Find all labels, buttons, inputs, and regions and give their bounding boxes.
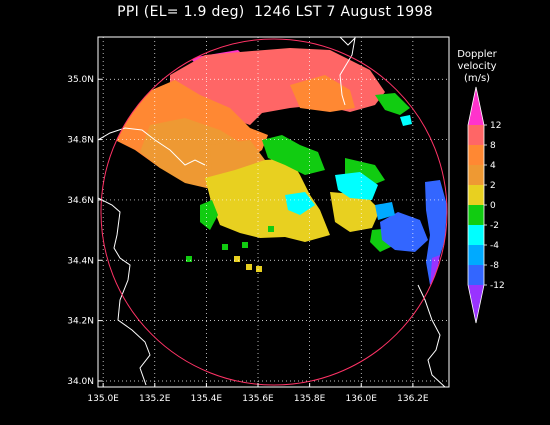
velocity-legend: Doppler velocity (m/s) 12 8 4 2 0 -2 -4 -8 -12 [457, 49, 505, 324]
legend-labels: 12 8 4 2 0 -2 -4 -8 -12 [484, 121, 505, 291]
legend-label: 8 [490, 141, 496, 151]
velocity-echo-field [105, 48, 447, 290]
coastline [98, 37, 446, 387]
echo-green-band-2 [200, 200, 218, 230]
echo-blue-edge [425, 180, 447, 285]
legend-bin [468, 245, 484, 265]
legend-colorbar [467, 86, 485, 324]
lat-tick-label: 34.0N [67, 377, 94, 387]
echo-orange-northeast [290, 75, 355, 112]
lat-tick-label: 34.2N [67, 317, 94, 327]
figure-title: PPI (EL= 1.9 deg) 1246 LST 7 August 1998 [117, 4, 433, 20]
lat-tick-label: 34.6N [67, 196, 94, 206]
legend-bin [468, 285, 484, 323]
lon-tick-label: 135.8E [294, 394, 326, 404]
legend-bin [468, 165, 484, 185]
legend-label: 0 [490, 201, 496, 211]
echo-speck [256, 266, 262, 272]
lat-tick-label: 34.8N [67, 136, 94, 146]
legend-label: 2 [490, 181, 496, 191]
echo-speck [268, 226, 274, 232]
legend-label: -12 [490, 281, 505, 291]
coastline-north [98, 127, 206, 166]
echo-cyan-small [400, 115, 412, 126]
echo-speck [222, 244, 228, 250]
legend-bin [468, 185, 484, 205]
echo-speck [242, 242, 248, 248]
lon-tick-label: 135.4E [191, 394, 223, 404]
echo-blue-east [380, 212, 428, 252]
radar-range-ring [100, 38, 448, 386]
lon-tick-label: 135.0E [87, 394, 119, 404]
lat-lon-grid [98, 37, 449, 387]
echo-cyan-east [335, 172, 378, 200]
echo-yellow-center [205, 158, 330, 242]
legend-bin [468, 87, 484, 125]
coastline-east [417, 284, 446, 387]
legend-label: -4 [490, 241, 499, 251]
legend-label: 4 [490, 161, 496, 171]
lon-tick-label: 136.2E [397, 394, 429, 404]
echo-speck [186, 256, 192, 262]
legend-bin [468, 225, 484, 245]
legend-title: Doppler velocity (m/s) [457, 49, 497, 84]
lat-tick-label: 35.0N [67, 75, 94, 85]
lat-tick-label: 34.4N [67, 256, 94, 266]
lon-tick-label: 135.6E [242, 394, 274, 404]
legend-label: -2 [490, 221, 499, 231]
echo-speck [246, 264, 252, 270]
legend-bin [468, 125, 484, 145]
legend-bin [468, 145, 484, 165]
lon-tick-label: 136.0E [346, 394, 378, 404]
legend-label: 12 [490, 121, 501, 131]
legend-bin [468, 205, 484, 225]
plot-frame [97, 36, 450, 388]
coastline-northeast [339, 37, 356, 106]
echo-speck [234, 256, 240, 262]
coastline-west [98, 197, 151, 386]
legend-label: -8 [490, 261, 499, 271]
echo-green-band-1 [262, 135, 325, 175]
longitude-axis: 135.0E 135.2E 135.4E 135.6E 135.8E 136.0E 136.… [87, 383, 429, 404]
legend-bin [468, 265, 484, 285]
lon-tick-label: 135.2E [139, 394, 171, 404]
latitude-axis: 34.0N 34.2N 34.4N 34.6N 34.8N 35.0N [67, 75, 102, 387]
echo-green-band-4 [375, 93, 410, 115]
echo-cyan-center [285, 192, 315, 215]
echo-yellow-east [330, 192, 380, 232]
echo-blue-small [375, 202, 395, 220]
